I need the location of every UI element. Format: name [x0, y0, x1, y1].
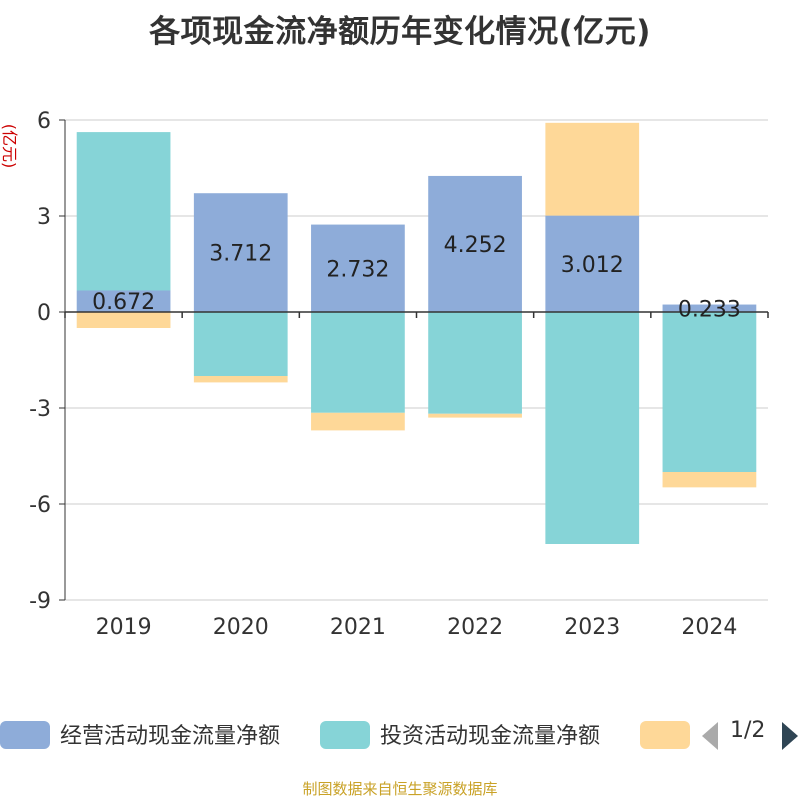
y-tick-label: -6 [29, 493, 51, 518]
data-label: 4.252 [444, 233, 507, 258]
bar-2021-series-2 [311, 412, 405, 431]
legend-swatch-operating [0, 721, 50, 749]
y-tick-label: 0 [37, 301, 51, 326]
x-tick-label: 2022 [447, 615, 503, 640]
legend-page-indicator: 1/2 [730, 718, 766, 743]
legend-prev-page-icon[interactable] [702, 722, 718, 750]
legend-swatch-investing [320, 721, 370, 749]
legend-swatch-financing [640, 721, 690, 749]
y-tick-label: -3 [29, 397, 51, 422]
data-label: 0.672 [92, 290, 155, 315]
x-tick-label: 2023 [564, 615, 620, 640]
chart-title: 各项现金流净额历年变化情况(亿元) [149, 14, 651, 50]
bar-2020-series-0 [193, 193, 288, 312]
y-tick-label: -9 [29, 589, 51, 614]
bar-2022-series-1 [428, 312, 522, 414]
bar-2020-series-1 [193, 312, 288, 376]
x-tick-label: 2019 [96, 615, 152, 640]
y-tick-label: 3 [37, 205, 51, 230]
source-note: 制图数据来自恒生聚源数据库 [302, 780, 498, 798]
x-tick-label: 2020 [213, 615, 269, 640]
data-label: 2.732 [326, 257, 389, 282]
bar-2024-series-1 [662, 312, 757, 472]
y-tick-label: 6 [37, 109, 51, 134]
bar-2019-series-2 [76, 312, 171, 328]
bar-2021-series-0 [311, 224, 405, 312]
bar-2021-series-1 [311, 312, 405, 413]
bar-2019-series-1 [76, 132, 171, 291]
x-tick-label: 2024 [681, 615, 737, 640]
legend-label-operating: 经营活动现金流量净额 [60, 724, 281, 749]
data-label: 3.012 [561, 253, 624, 278]
bar-2024-series-0 [662, 304, 757, 312]
bar-2019-series-0 [76, 290, 171, 312]
bar-2023-series-1 [545, 312, 640, 544]
legend-label-investing: 投资活动现金流量净额 [380, 724, 601, 749]
bar-2024-series-2 [662, 472, 757, 488]
bar-2022-series-0 [428, 175, 522, 312]
legend-next-page-icon[interactable] [782, 722, 798, 750]
bar-2020-series-2 [193, 376, 288, 383]
x-tick-label: 2021 [330, 615, 386, 640]
data-label: 3.712 [209, 242, 272, 267]
bar-2022-series-2 [428, 413, 522, 418]
legend: 经营活动现金流量净额 投资活动现金流量净额 [0, 716, 800, 752]
chart-plot: 6 3 0 -3 -6 -9 2019 2020 2021 2022 2023 2024 0.672 3.… [29, 109, 769, 640]
data-label: 0.233 [678, 297, 741, 322]
bar-2023-series-0 [545, 215, 640, 312]
bar-2023-series-2 [545, 122, 640, 216]
